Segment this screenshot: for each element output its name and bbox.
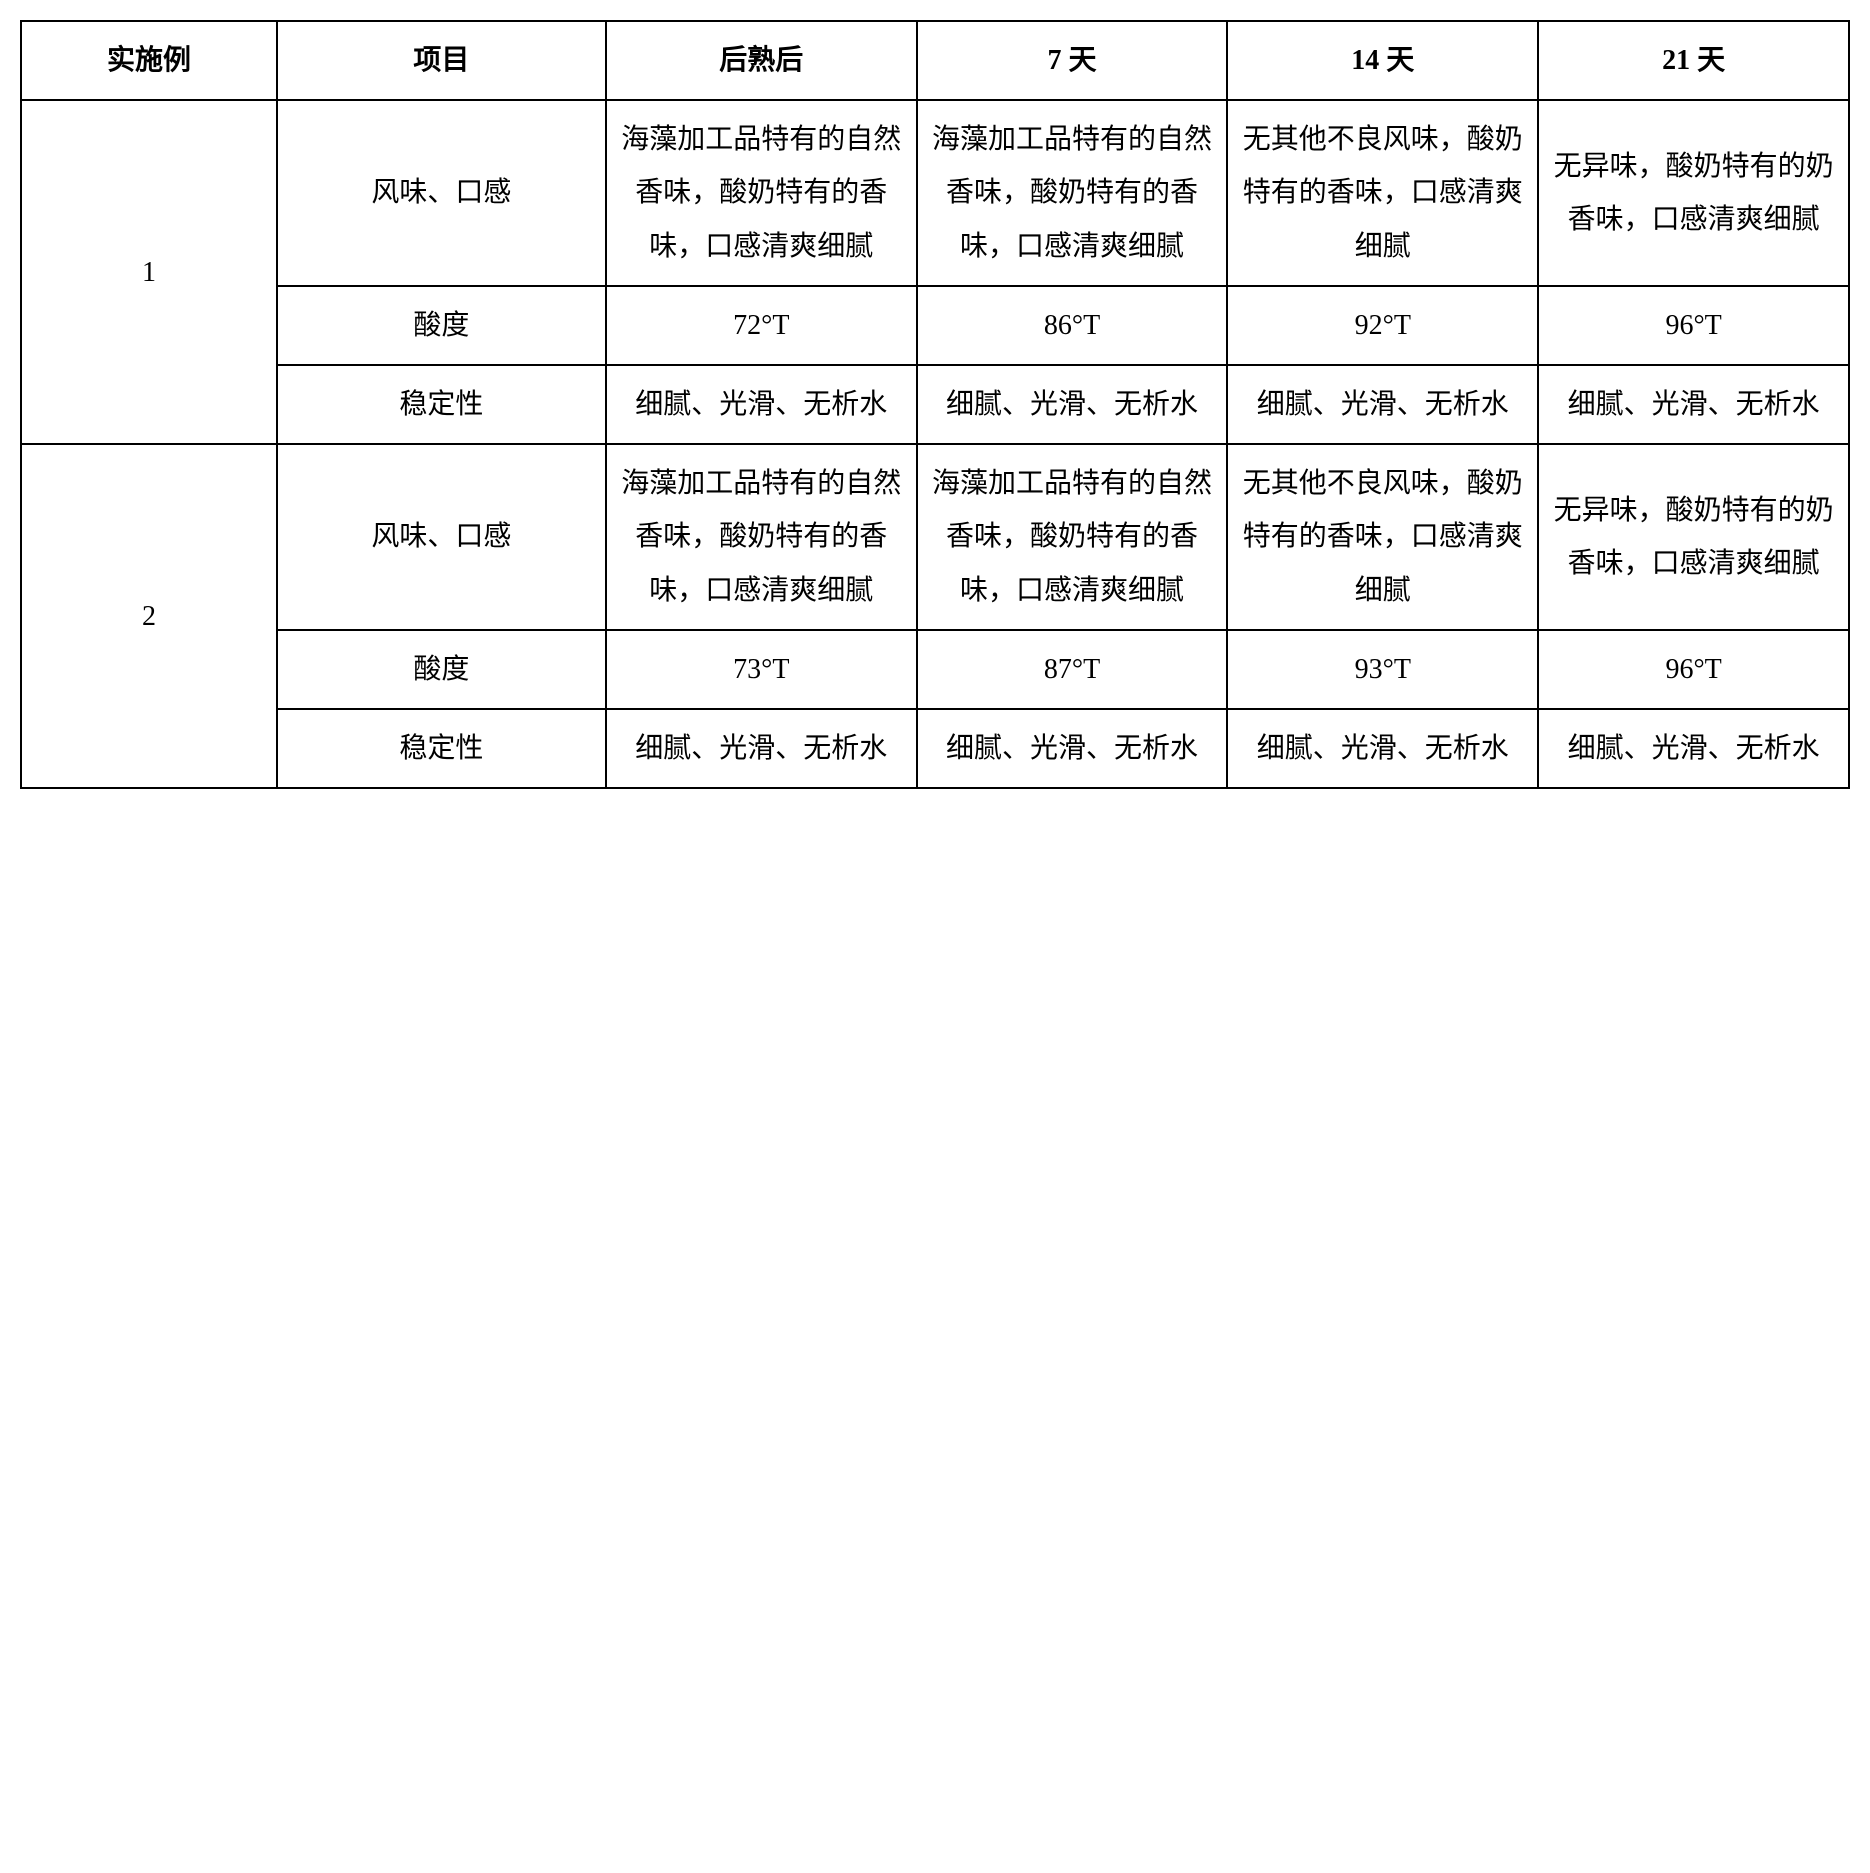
- data-cell: 无异味，酸奶特有的奶香味，口感清爽细腻: [1538, 100, 1849, 286]
- data-cell: 96°T: [1538, 286, 1849, 365]
- data-cell: 细腻、光滑、无析水: [1227, 365, 1538, 444]
- table-row: 酸度 72°T 86°T 92°T 96°T: [21, 286, 1849, 365]
- data-cell: 73°T: [606, 630, 917, 709]
- data-cell: 72°T: [606, 286, 917, 365]
- data-table: 实施例 项目 后熟后 7 天 14 天 21 天 1 风味、口感 海藻加工品特有…: [20, 20, 1850, 789]
- header-after-ripening: 后熟后: [606, 21, 917, 100]
- header-7-days: 7 天: [917, 21, 1228, 100]
- header-item: 项目: [277, 21, 606, 100]
- header-row: 实施例 项目 后熟后 7 天 14 天 21 天: [21, 21, 1849, 100]
- item-cell: 稳定性: [277, 709, 606, 788]
- table-row: 稳定性 细腻、光滑、无析水 细腻、光滑、无析水 细腻、光滑、无析水 细腻、光滑、…: [21, 709, 1849, 788]
- data-cell: 无其他不良风味，酸奶特有的香味，口感清爽细腻: [1227, 100, 1538, 286]
- data-cell: 海藻加工品特有的自然香味，酸奶特有的香味，口感清爽细腻: [606, 444, 917, 630]
- data-cell: 无异味，酸奶特有的奶香味，口感清爽细腻: [1538, 444, 1849, 630]
- item-cell: 酸度: [277, 630, 606, 709]
- data-cell: 细腻、光滑、无析水: [1538, 709, 1849, 788]
- data-cell: 87°T: [917, 630, 1228, 709]
- table-row: 2 风味、口感 海藻加工品特有的自然香味，酸奶特有的香味，口感清爽细腻 海藻加工…: [21, 444, 1849, 630]
- data-cell: 海藻加工品特有的自然香味，酸奶特有的香味，口感清爽细腻: [606, 100, 917, 286]
- data-cell: 96°T: [1538, 630, 1849, 709]
- table-row: 酸度 73°T 87°T 93°T 96°T: [21, 630, 1849, 709]
- data-cell: 86°T: [917, 286, 1228, 365]
- item-cell: 稳定性: [277, 365, 606, 444]
- data-cell: 细腻、光滑、无析水: [917, 365, 1228, 444]
- data-cell: 细腻、光滑、无析水: [917, 709, 1228, 788]
- table-row: 1 风味、口感 海藻加工品特有的自然香味，酸奶特有的香味，口感清爽细腻 海藻加工…: [21, 100, 1849, 286]
- header-14-days: 14 天: [1227, 21, 1538, 100]
- table-row: 稳定性 细腻、光滑、无析水 细腻、光滑、无析水 细腻、光滑、无析水 细腻、光滑、…: [21, 365, 1849, 444]
- data-cell: 93°T: [1227, 630, 1538, 709]
- data-cell: 海藻加工品特有的自然香味，酸奶特有的香味，口感清爽细腻: [917, 444, 1228, 630]
- header-example: 实施例: [21, 21, 277, 100]
- example-cell: 2: [21, 444, 277, 788]
- data-cell: 细腻、光滑、无析水: [606, 365, 917, 444]
- data-cell: 海藻加工品特有的自然香味，酸奶特有的香味，口感清爽细腻: [917, 100, 1228, 286]
- item-cell: 风味、口感: [277, 444, 606, 630]
- data-cell: 细腻、光滑、无析水: [606, 709, 917, 788]
- data-cell: 细腻、光滑、无析水: [1538, 365, 1849, 444]
- example-cell: 1: [21, 100, 277, 444]
- item-cell: 风味、口感: [277, 100, 606, 286]
- data-cell: 无其他不良风味，酸奶特有的香味，口感清爽细腻: [1227, 444, 1538, 630]
- header-21-days: 21 天: [1538, 21, 1849, 100]
- item-cell: 酸度: [277, 286, 606, 365]
- data-cell: 92°T: [1227, 286, 1538, 365]
- data-cell: 细腻、光滑、无析水: [1227, 709, 1538, 788]
